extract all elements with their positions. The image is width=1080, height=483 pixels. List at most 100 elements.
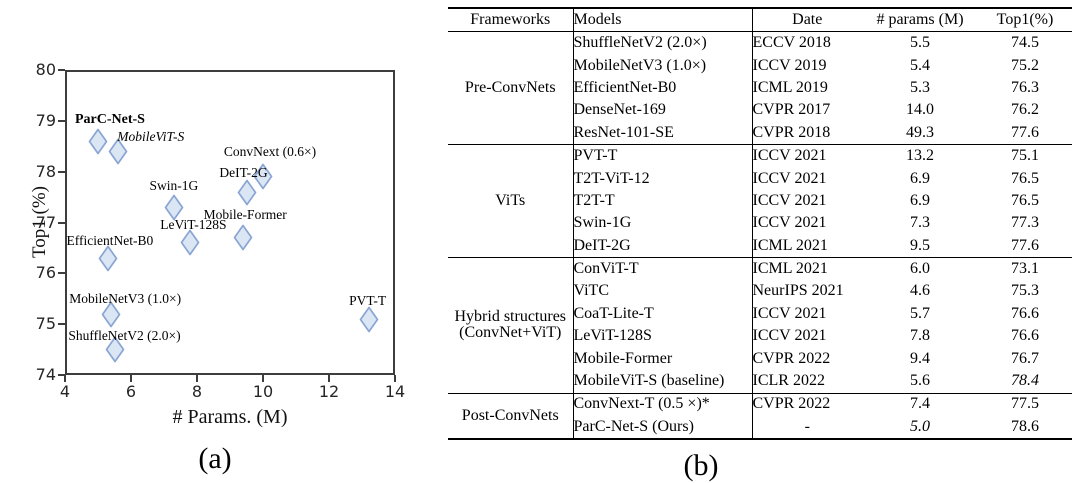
params-cell: 5.0 (910, 417, 930, 435)
subfigure-a-caption: (a) (198, 442, 232, 475)
date-cell: ICCV 2021 (752, 304, 827, 322)
data-point-diamond (233, 224, 253, 251)
params-cell: 4.6 (910, 282, 930, 300)
top1-cell: 78.6 (1011, 417, 1039, 435)
top1-cell: 76.6 (1011, 327, 1039, 345)
model-cell: Swin-1G (573, 212, 753, 235)
framework-cell: ViTs (448, 144, 574, 258)
top1-cell: 75.2 (1011, 56, 1039, 74)
params-cell: 14.0 (906, 101, 934, 119)
date-cell: ICLR 2022 (752, 372, 825, 390)
y-tick-mark (58, 170, 65, 173)
x-tick-label: 14 (384, 382, 406, 401)
model-cell: EfficientNet-B0 (573, 77, 753, 100)
date-cell: ICCV 2021 (752, 327, 827, 345)
x-tick-mark (394, 375, 396, 382)
date-cell: ICML 2021 (752, 236, 828, 254)
x-tick-mark (196, 375, 198, 382)
data-point-diamond (101, 301, 121, 327)
top1-cell: 75.3 (1011, 282, 1039, 300)
table-row: LeViT-128S ICCV 2021 7.8 76.6 (448, 325, 1072, 348)
params-cell: 5.4 (910, 56, 930, 74)
model-cell: ShuffleNetV2 (2.0×) (573, 31, 753, 55)
y-tick-label: 75 (35, 314, 56, 334)
data-point-label: PVT-T (349, 293, 387, 309)
params-cell: 13.2 (906, 147, 934, 165)
table-row: Hybrid structures (ConvNet+ViT) ConViT-T IC… (448, 257, 1072, 394)
date-cell: ECCV 2018 (752, 34, 831, 52)
data-point-diamond (164, 194, 184, 221)
date-cell: ICCV 2021 (752, 214, 827, 232)
table-row: ViTC NeurIPS 2021 4.6 75.3 (448, 280, 1072, 304)
x-tick-label: 12 (318, 382, 340, 401)
model-cell: T2T-T (573, 190, 753, 213)
x-tick-mark (64, 375, 66, 382)
y-tick-mark (58, 272, 65, 275)
y-tick-label: 78 (35, 161, 56, 181)
top1-cell: 76.5 (1011, 191, 1039, 209)
date-cell: - (804, 417, 810, 435)
date-cell: ICCV 2021 (752, 147, 827, 165)
date-cell: ICCV 2021 (752, 169, 827, 187)
column-header: Date (792, 10, 823, 28)
top1-cell: 77.6 (1011, 236, 1039, 254)
model-cell: MobileNetV3 (1.0×) (573, 54, 753, 78)
data-point-diamond (253, 163, 273, 190)
framework-group: ViTs PVT-T ICCV 2021 13.2 75.1 T2T-ViT-12 ICCV… (448, 144, 1072, 258)
date-cell: CVPR 2018 (752, 123, 831, 141)
data-point-diamond (181, 229, 200, 256)
top1-cell: 77.3 (1011, 214, 1039, 232)
top1-cell: 75.1 (1011, 147, 1039, 165)
data-point-label: EfficientNet-B0 (66, 233, 154, 249)
y-tick-label: 74 (35, 365, 56, 384)
framework-cell: Post-ConvNets (448, 393, 574, 440)
table-row: Mobile-Former CVPR 2022 9.4 76.7 (448, 347, 1072, 371)
column-header: Models (573, 8, 753, 32)
data-point-label: MobileNetV3 (1.0×) (69, 291, 182, 306)
framework-group: Hybrid structures (ConvNet+ViT) ConViT-T IC… (448, 257, 1072, 394)
table-row: T2T-ViT-12 ICCV 2021 6.9 76.5 (448, 167, 1072, 191)
params-cell: 5.3 (910, 78, 930, 96)
y-tick-mark (58, 374, 65, 376)
date-cell: ICML 2021 (752, 260, 828, 278)
top1-cell: 76.3 (1011, 78, 1039, 96)
data-point-diamond (108, 138, 128, 165)
column-header: # params (M) (876, 10, 964, 28)
top1-cell: 73.1 (1011, 260, 1039, 278)
y-tick-mark (58, 119, 65, 122)
table-row: ViTs PVT-T ICCV 2021 13.2 75.1 (448, 144, 1072, 258)
framework-cell: Hybrid structures (ConvNet+ViT) (448, 257, 574, 394)
data-point-label: DeIT-2G (219, 165, 268, 180)
y-tick-label: 76 (35, 263, 56, 283)
params-cell: 7.8 (910, 327, 930, 345)
table-row: Swin-1G ICCV 2021 7.3 77.3 (448, 212, 1072, 235)
x-tick-mark (262, 375, 264, 382)
date-cell: ICML 2019 (752, 78, 828, 96)
table-row: T2T-T ICCV 2021 6.9 76.5 (448, 190, 1072, 213)
results-table: Frameworks Models Date # params (M) Top1(%) P… (448, 7, 1072, 441)
framework-cell: Pre-ConvNets (448, 31, 574, 145)
params-cell: 7.4 (910, 395, 930, 413)
data-point-diamond (98, 245, 118, 271)
data-point-diamond (237, 179, 256, 205)
params-cell: 5.5 (910, 34, 930, 52)
date-cell: ICCV 2021 (752, 191, 827, 209)
table-row: MobileNetV3 (1.0×) ICCV 2019 5.4 75.2 (448, 54, 1072, 78)
date-cell: CVPR 2022 (752, 395, 831, 413)
model-cell: CoaT-Lite-T (573, 303, 753, 326)
params-cell: 9.4 (910, 349, 930, 367)
model-cell: ParC-Net-S (Ours) (573, 416, 753, 440)
table-row: ParC-Net-S (Ours) - 5.0 78.6 (448, 416, 1072, 440)
data-point-label: Swin-1G (149, 178, 199, 194)
column-header: Frameworks (448, 8, 574, 32)
model-cell: ResNet-101-SE (573, 121, 753, 145)
params-cell: 5.6 (910, 372, 930, 390)
params-cell: 7.3 (910, 214, 930, 232)
model-cell: Mobile-Former (573, 347, 753, 371)
data-point-label: ShuffleNetV2 (2.0×) (68, 327, 181, 343)
model-cell: MobileViT-S (baseline) (573, 370, 753, 394)
y-tick-mark (58, 221, 65, 224)
date-cell: CVPR 2022 (752, 349, 831, 367)
subfigure-b-caption: (b) (683, 449, 719, 482)
table-row: Post-ConvNets ConvNext-T (0.5 ×)* CVPR 202… (448, 393, 1072, 440)
